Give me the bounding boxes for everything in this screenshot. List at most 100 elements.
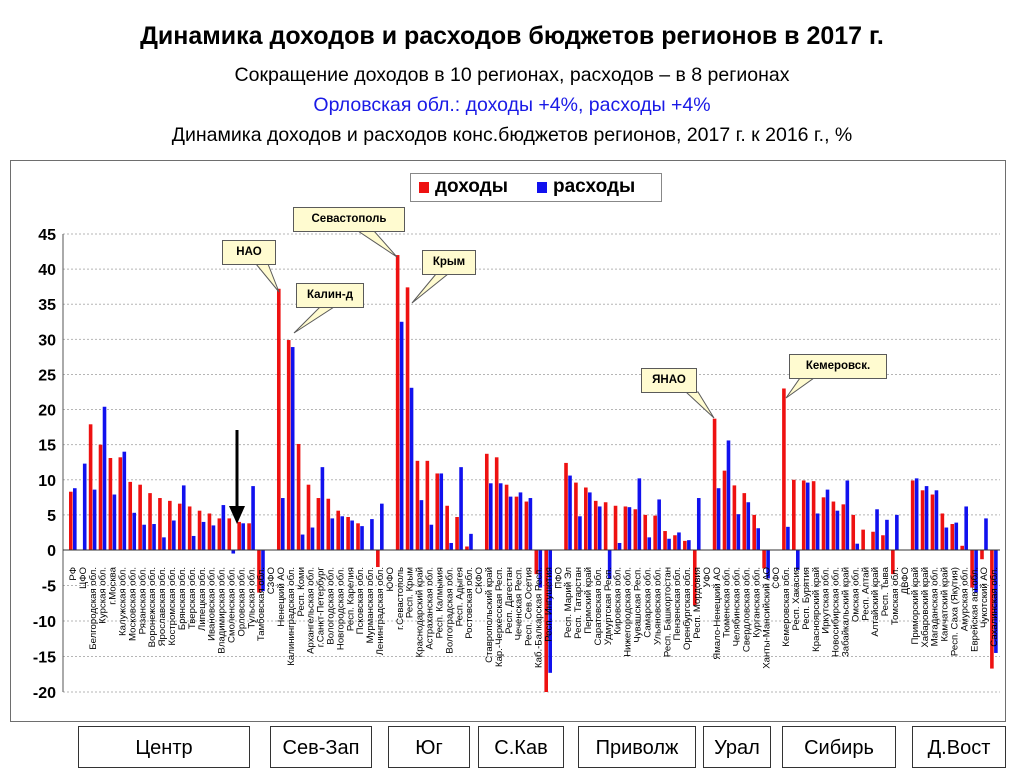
- bar-income: [663, 531, 667, 550]
- category-label: Новосибирская обл.: [831, 567, 842, 657]
- category-label: Забайкальский край: [841, 567, 852, 657]
- bar-expense: [825, 489, 830, 550]
- category-label: Волгоградская обл.: [444, 567, 455, 654]
- bar-income: [138, 484, 142, 550]
- bar-income: [623, 506, 628, 550]
- bar-expense: [617, 542, 622, 550]
- category-label: Тюменская обл.: [722, 567, 733, 638]
- bar-expense: [439, 473, 444, 550]
- bar-expense: [399, 321, 404, 550]
- bar-income: [603, 502, 608, 550]
- bar-income: [415, 460, 420, 550]
- bar-income: [564, 462, 568, 550]
- bar-income: [405, 287, 410, 550]
- bar-income: [782, 388, 786, 550]
- category-label: Респ. Саха (Якутия): [949, 567, 960, 656]
- category-label: Каб.-Балкарская Респ.: [534, 567, 545, 668]
- highlight-line: Орловская обл.: доходы +4%, расходы +4%: [313, 94, 711, 116]
- y-tick-label: 40: [38, 262, 56, 279]
- category-label: СФО: [771, 567, 782, 589]
- bar-income: [514, 496, 519, 550]
- bar-expense: [647, 537, 652, 550]
- category-label: Приморский край: [910, 567, 921, 644]
- bar-income: [861, 529, 865, 550]
- bar-expense: [280, 498, 285, 550]
- bar-expense: [380, 503, 384, 550]
- bar-expense: [994, 550, 998, 653]
- bar-expense: [409, 387, 414, 550]
- category-label: Амурская обл.: [959, 567, 970, 631]
- callout-pointer-kemerovo: [785, 377, 816, 399]
- category-label: ЦФО: [78, 567, 89, 589]
- bar-income: [811, 481, 816, 550]
- bar-expense: [340, 516, 345, 550]
- callout-yanao: ЯНАО: [641, 368, 697, 393]
- bar-expense: [231, 550, 236, 554]
- district-box-nw: Сев-Зап: [270, 726, 372, 768]
- bar-expense: [756, 528, 760, 550]
- bar-income: [574, 482, 578, 550]
- bar-expense: [82, 463, 87, 550]
- bar-income: [197, 510, 202, 550]
- bar-income: [970, 550, 974, 588]
- bar-income: [286, 340, 291, 550]
- bar-income: [207, 513, 212, 550]
- category-label: Респ. Сев.Осетия: [524, 567, 535, 646]
- callout-pointer-kalin: [293, 306, 336, 334]
- bar-expense: [191, 535, 196, 550]
- bar-expense: [875, 509, 879, 550]
- category-label: Ленинградская обл.: [375, 567, 386, 655]
- bar-expense: [766, 550, 770, 579]
- legend-label-expense: расходы: [553, 176, 636, 197]
- callout-kemerovo: Кемеровск.: [789, 354, 887, 379]
- bar-expense: [221, 505, 226, 550]
- bar-income: [69, 491, 73, 550]
- legend-swatch-expense: [537, 182, 547, 193]
- bar-expense: [885, 519, 889, 550]
- bar-expense: [588, 492, 592, 550]
- category-label: Ямало-Ненецкий АО: [712, 567, 723, 660]
- category-label: Ярославская обл.: [157, 567, 168, 646]
- category-label: Кировская обл.: [613, 567, 624, 635]
- district-box-south: Юг: [388, 726, 470, 768]
- bar-income: [346, 516, 350, 550]
- y-tick-label: 45: [38, 227, 56, 244]
- category-label: Еврейская авт.обл.: [969, 567, 980, 652]
- bar-expense: [449, 542, 453, 550]
- bar-expense: [726, 440, 731, 550]
- y-tick-label: -15: [33, 650, 56, 667]
- category-label: Архангельская обл.: [306, 567, 317, 654]
- category-label: г.Севастополь: [395, 567, 406, 630]
- bar-expense: [459, 467, 463, 550]
- legend-label-income: доходы: [435, 176, 508, 197]
- bar-income: [801, 480, 806, 550]
- bar-expense: [568, 475, 572, 550]
- category-label: Хабаровский край: [920, 567, 931, 648]
- bar-expense: [914, 478, 919, 550]
- category-label: Респ. Башкортостан: [662, 567, 673, 657]
- bar-income: [960, 545, 964, 550]
- category-label: Костромская обл.: [167, 567, 178, 645]
- bar-expense: [251, 486, 255, 550]
- bar-income: [613, 505, 618, 550]
- bar-expense: [241, 523, 245, 550]
- bar-income: [465, 546, 469, 550]
- bar-income: [643, 514, 648, 550]
- bar-expense: [815, 513, 820, 550]
- bar-expense: [360, 526, 364, 550]
- chart-legend: доходы расходы: [410, 173, 662, 202]
- chart-frame: [10, 160, 1006, 722]
- category-label: Ханты-Мансийский АО: [761, 567, 772, 669]
- category-label: Новгородская обл.: [335, 567, 346, 650]
- y-tick-label: 0: [47, 543, 56, 560]
- bar-expense: [92, 489, 97, 550]
- bar-expense: [934, 490, 939, 550]
- bar-expense: [211, 525, 216, 550]
- district-box-fareast: Д.Вост: [912, 726, 1006, 768]
- bar-expense: [528, 498, 533, 550]
- bar-expense: [498, 483, 503, 550]
- bar-expense: [855, 543, 860, 550]
- district-box-siberia: Сибирь: [782, 726, 896, 768]
- bar-income: [257, 550, 261, 593]
